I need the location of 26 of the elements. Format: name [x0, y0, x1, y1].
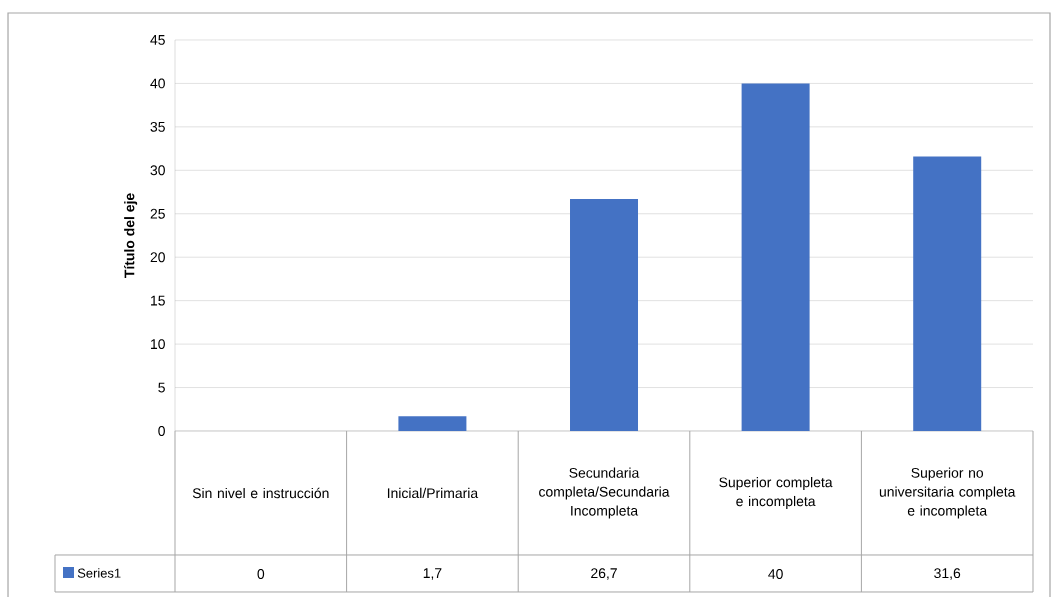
y-tick-label: 20 — [150, 252, 165, 263]
data-label: 0 — [257, 569, 265, 579]
bar — [913, 156, 982, 431]
x-tick-label: Sin nivel e instrucción — [192, 487, 329, 499]
y-tick-label: 30 — [150, 165, 165, 176]
y-tick-label: 15 — [151, 295, 165, 306]
data-label: 40 — [768, 569, 783, 579]
data-label: 31,6 — [934, 568, 961, 580]
y-tick-label: 10 — [151, 339, 165, 350]
x-tick-label: Superior completa e incompleta — [719, 477, 833, 509]
y-axis-title: Título del eje — [124, 193, 138, 278]
x-tick-label: Secundaria completa/Secundaria Incompleta — [539, 467, 670, 519]
bar — [570, 198, 639, 431]
legend-label: Series1 — [77, 568, 121, 578]
y-tick-label: 5 — [158, 382, 165, 393]
y-tick-label: 35 — [150, 121, 165, 132]
data-label: 26,7 — [591, 568, 617, 580]
bar — [398, 416, 467, 431]
x-tick-label: Inicial/Primaria — [387, 487, 479, 499]
x-tick-label: Superior no universitaria completa e incompleta — [879, 467, 1016, 519]
bar — [741, 83, 810, 431]
y-tick-label: 0 — [158, 426, 165, 436]
data-label: 1,7 — [423, 568, 442, 580]
y-tick-label: 45 — [150, 35, 165, 45]
y-tick-label: 25 — [150, 208, 165, 219]
y-tick-label: 40 — [150, 78, 165, 89]
